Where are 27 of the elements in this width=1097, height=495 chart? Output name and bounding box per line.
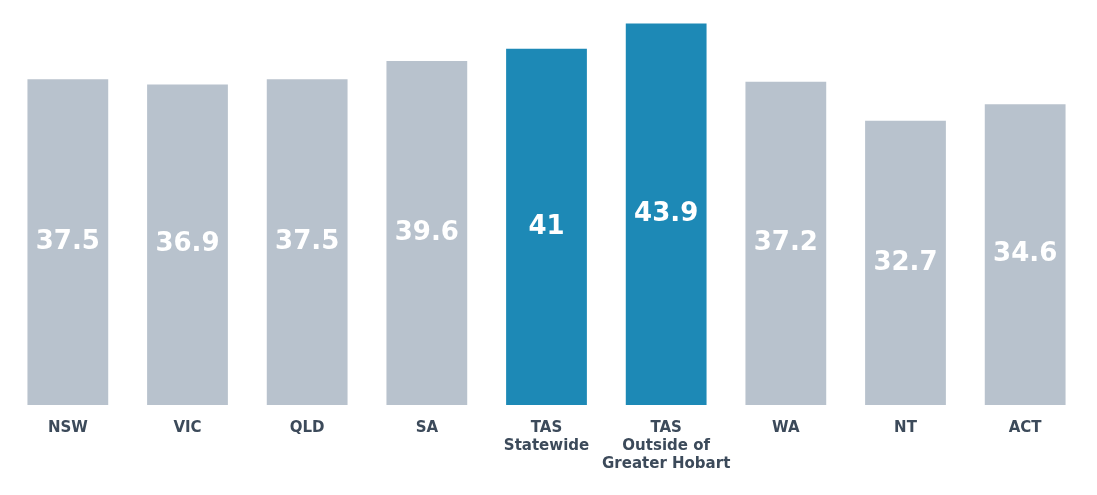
bar [625, 23, 707, 405]
x-tick-label: QLD [289, 417, 325, 436]
data-label: 34.6 [993, 237, 1058, 268]
x-tick-label: WA [772, 417, 800, 436]
x-tick-label: NSW [47, 417, 89, 436]
data-label: 41 [528, 209, 565, 240]
data-label: 32.7 [873, 245, 938, 276]
data-label: 39.6 [394, 215, 459, 246]
bar [266, 79, 348, 405]
bar [984, 104, 1066, 405]
bar [27, 79, 109, 405]
x-tick-label: TAS Statewide [503, 417, 590, 454]
bar [865, 120, 946, 405]
bar [147, 84, 228, 405]
data-label: 37.2 [753, 226, 818, 257]
x-tick-label: SA [415, 417, 439, 436]
x-tick-label: ACT [1008, 417, 1043, 436]
bar [386, 60, 468, 405]
x-tick-label: TAS Outside of Greater Hobart [602, 417, 731, 472]
data-label: 37.5 [35, 224, 100, 255]
data-label: 37.5 [275, 224, 340, 255]
data-label: 36.9 [155, 227, 220, 258]
x-tick-label: VIC [173, 417, 202, 436]
data-label: 43.9 [634, 197, 699, 228]
bar [745, 81, 827, 405]
x-tick-label: NT [894, 417, 918, 436]
bar [506, 48, 587, 405]
